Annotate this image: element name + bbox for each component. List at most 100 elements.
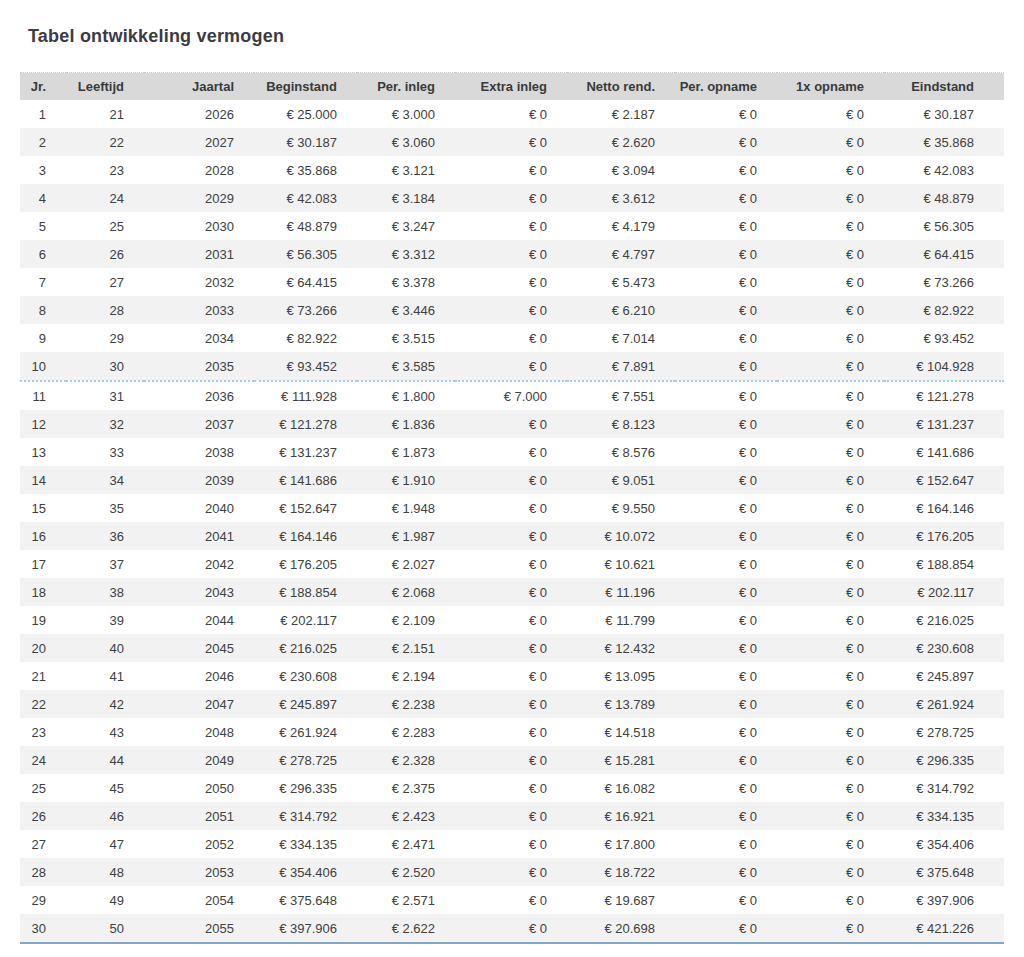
table-cell: 1 — [20, 100, 66, 128]
column-header: Extra inleg — [455, 73, 567, 101]
table-cell: € 202.117 — [254, 606, 357, 634]
table-cell: € 2.151 — [357, 634, 455, 662]
table-cell: 2051 — [144, 802, 254, 830]
column-header: Per. inleg — [357, 73, 455, 101]
table-cell: 18 — [20, 578, 66, 606]
table-cell: € 3.446 — [357, 296, 455, 324]
table-cell: € 1.910 — [357, 466, 455, 494]
table-cell: € 0 — [777, 718, 884, 746]
table-cell: 7 — [20, 268, 66, 296]
table-cell: 33 — [66, 438, 144, 466]
table-cell: € 2.620 — [567, 128, 675, 156]
table-cell: 47 — [66, 830, 144, 858]
table-cell: € 188.854 — [884, 550, 1004, 578]
table-cell: 49 — [66, 886, 144, 914]
table-cell: € 7.014 — [567, 324, 675, 352]
table-cell: 45 — [66, 774, 144, 802]
table-cell: 9 — [20, 324, 66, 352]
table-cell: 41 — [66, 662, 144, 690]
table-cell: € 0 — [777, 886, 884, 914]
table-row: 7272032€ 64.415€ 3.378€ 0€ 5.473€ 0€ 0€ … — [20, 268, 1004, 296]
table-cell: € 397.906 — [254, 914, 357, 943]
table-cell: 28 — [20, 858, 66, 886]
table-cell: 2033 — [144, 296, 254, 324]
table-cell: € 2.068 — [357, 578, 455, 606]
table-cell: € 0 — [777, 774, 884, 802]
table-cell: 20 — [20, 634, 66, 662]
table-cell: € 0 — [777, 212, 884, 240]
table-cell: € 1.836 — [357, 410, 455, 438]
table-cell: € 48.879 — [884, 184, 1004, 212]
table-cell: 2037 — [144, 410, 254, 438]
table-cell: € 3.094 — [567, 156, 675, 184]
table-cell: 2045 — [144, 634, 254, 662]
table-cell: € 64.415 — [254, 268, 357, 296]
table-cell: € 0 — [675, 550, 777, 578]
column-header: 1x opname — [777, 73, 884, 101]
table-cell: € 261.924 — [884, 690, 1004, 718]
table-row: 24442049€ 278.725€ 2.328€ 0€ 15.281€ 0€ … — [20, 746, 1004, 774]
table-cell: € 0 — [455, 550, 567, 578]
table-cell: € 0 — [675, 662, 777, 690]
table-cell: € 0 — [455, 718, 567, 746]
table-row: 30502055€ 397.906€ 2.622€ 0€ 20.698€ 0€ … — [20, 914, 1004, 943]
table-cell: 10 — [20, 352, 66, 381]
table-cell: € 202.117 — [884, 578, 1004, 606]
table-cell: € 0 — [777, 830, 884, 858]
table-cell: € 141.686 — [884, 438, 1004, 466]
table-cell: € 0 — [455, 212, 567, 240]
table-cell: € 2.027 — [357, 550, 455, 578]
table-cell: 2043 — [144, 578, 254, 606]
table-body: 1212026€ 25.000€ 3.000€ 0€ 2.187€ 0€ 0€ … — [20, 100, 1004, 943]
table-cell: € 216.025 — [884, 606, 1004, 634]
table-row: 29492054€ 375.648€ 2.571€ 0€ 19.687€ 0€ … — [20, 886, 1004, 914]
table-row: 9292034€ 82.922€ 3.515€ 0€ 7.014€ 0€ 0€ … — [20, 324, 1004, 352]
table-cell: 8 — [20, 296, 66, 324]
table-cell: € 0 — [675, 381, 777, 410]
table-cell: € 11.799 — [567, 606, 675, 634]
table-cell: € 0 — [777, 240, 884, 268]
table-cell: 2048 — [144, 718, 254, 746]
table-cell: € 2.520 — [357, 858, 455, 886]
table-cell: 26 — [66, 240, 144, 268]
table-cell: 2040 — [144, 494, 254, 522]
table-cell: € 25.000 — [254, 100, 357, 128]
table-cell: 6 — [20, 240, 66, 268]
table-row: 3232028€ 35.868€ 3.121€ 0€ 3.094€ 0€ 0€ … — [20, 156, 1004, 184]
table-cell: € 12.432 — [567, 634, 675, 662]
table-cell: € 0 — [455, 746, 567, 774]
table-cell: € 0 — [455, 494, 567, 522]
table-row: 25452050€ 296.335€ 2.375€ 0€ 16.082€ 0€ … — [20, 774, 1004, 802]
table-cell: € 0 — [455, 858, 567, 886]
table-cell: € 7.551 — [567, 381, 675, 410]
table-cell: 31 — [66, 381, 144, 410]
table-cell: € 131.237 — [884, 410, 1004, 438]
table-cell: € 9.550 — [567, 494, 675, 522]
table-cell: € 2.375 — [357, 774, 455, 802]
table-cell: € 0 — [675, 128, 777, 156]
table-cell: € 14.518 — [567, 718, 675, 746]
table-cell: 2047 — [144, 690, 254, 718]
table-cell: € 82.922 — [884, 296, 1004, 324]
table-row: 8282033€ 73.266€ 3.446€ 0€ 6.210€ 0€ 0€ … — [20, 296, 1004, 324]
table-cell: € 56.305 — [884, 212, 1004, 240]
table-cell: € 0 — [455, 128, 567, 156]
table-cell: € 0 — [455, 662, 567, 690]
table-cell: 40 — [66, 634, 144, 662]
table-cell: € 3.184 — [357, 184, 455, 212]
table-cell: 12 — [20, 410, 66, 438]
table-cell: € 176.205 — [884, 522, 1004, 550]
table-cell: € 0 — [455, 100, 567, 128]
table-cell: € 0 — [675, 690, 777, 718]
table-cell: € 0 — [777, 494, 884, 522]
table-cell: € 188.854 — [254, 578, 357, 606]
table-cell: € 0 — [777, 100, 884, 128]
table-cell: 42 — [66, 690, 144, 718]
table-cell: € 0 — [675, 802, 777, 830]
table-row: 10302035€ 93.452€ 3.585€ 0€ 7.891€ 0€ 0€… — [20, 352, 1004, 381]
table-cell: € 10.072 — [567, 522, 675, 550]
table-cell: € 296.335 — [254, 774, 357, 802]
table-cell: € 42.083 — [884, 156, 1004, 184]
column-header: Leeftijd — [66, 73, 144, 101]
table-cell: € 164.146 — [254, 522, 357, 550]
